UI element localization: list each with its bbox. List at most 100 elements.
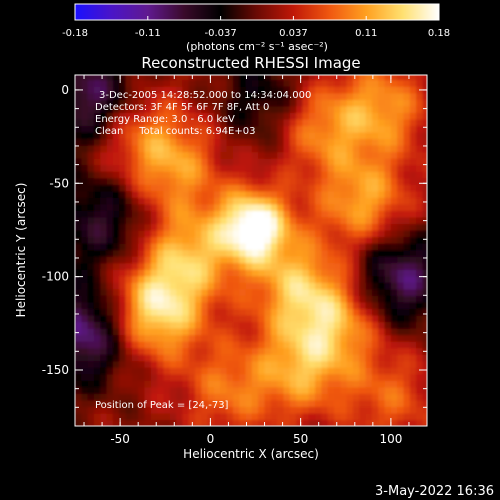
heatmap-cell <box>251 360 259 368</box>
heatmap-cell <box>321 190 329 198</box>
heatmap-cell <box>251 75 259 81</box>
heatmap-cell <box>75 256 82 264</box>
heatmap-cell <box>207 301 215 309</box>
heatmap-cell <box>163 177 171 185</box>
heatmap-cell <box>213 327 221 336</box>
heatmap-cell <box>315 412 322 421</box>
heatmap-cell <box>365 138 373 146</box>
heatmap-cell <box>195 105 202 113</box>
y-tick-label: -150 <box>42 363 69 377</box>
heatmap-cell <box>315 229 322 238</box>
heatmap-cell <box>182 131 190 140</box>
heatmap-cell <box>119 295 127 303</box>
heatmap-cell <box>232 301 240 309</box>
heatmap-cell <box>340 412 348 421</box>
heatmap-cell <box>106 288 114 296</box>
x-axis-label: Heliocentric X (arcsec) <box>183 447 319 461</box>
heatmap-cell <box>403 118 411 127</box>
heatmap-cell <box>384 419 392 426</box>
heatmap-cell <box>226 380 234 388</box>
heatmap-cell <box>403 347 411 355</box>
heatmap-cell <box>403 158 411 166</box>
heatmap-cell <box>176 327 184 336</box>
heatmap-cell <box>308 347 316 355</box>
heatmap-cell <box>365 386 373 394</box>
heatmap-cell <box>365 145 373 153</box>
heatmap-cell <box>207 295 215 303</box>
heatmap-cell <box>346 269 354 277</box>
heatmap-cell <box>371 386 379 394</box>
heatmap-cell <box>201 210 209 218</box>
heatmap-cell <box>81 203 89 211</box>
heatmap-cell <box>163 118 171 127</box>
heatmap-cell <box>384 288 392 296</box>
heatmap-cell <box>144 164 152 172</box>
heatmap-cell <box>131 138 139 146</box>
heatmap-cell <box>226 393 234 401</box>
heatmap-cell <box>232 236 240 244</box>
heatmap-cell <box>277 406 285 414</box>
heatmap-cell <box>232 269 240 277</box>
heatmap-cell <box>390 367 398 375</box>
heatmap-cell <box>144 373 152 381</box>
heatmap-cell <box>81 341 89 349</box>
heatmap-cell <box>296 236 304 244</box>
heatmap-cell <box>321 125 329 133</box>
heatmap-cell <box>201 412 209 421</box>
heatmap-cell <box>422 236 427 244</box>
heatmap-cell <box>352 92 360 100</box>
heatmap-cell <box>169 151 177 159</box>
heatmap-cell <box>390 158 398 166</box>
heatmap-cell <box>131 327 139 336</box>
heatmap-cell <box>302 321 310 329</box>
heatmap-cell <box>176 393 184 401</box>
heatmap-cell <box>327 86 335 94</box>
heatmap-cell <box>397 164 405 172</box>
heatmap-cell <box>384 229 392 238</box>
heatmap-cell <box>416 262 424 270</box>
heatmap-cell <box>87 223 95 231</box>
heatmap-cell <box>409 216 417 225</box>
heatmap-cell <box>390 216 398 225</box>
heatmap-cell <box>163 314 171 323</box>
heatmap-cell <box>359 118 367 127</box>
heatmap-cell <box>106 314 114 323</box>
heatmap-cell <box>371 79 379 87</box>
heatmap-cell <box>232 334 240 342</box>
heatmap-cell <box>169 105 177 113</box>
heatmap-cell <box>352 112 360 120</box>
heatmap-cell <box>188 256 196 264</box>
heatmap-cell <box>213 190 221 198</box>
heatmap-cell <box>258 223 266 231</box>
heatmap-cell <box>327 158 335 166</box>
heatmap-cell <box>346 256 354 264</box>
heatmap-cell <box>93 158 101 166</box>
heatmap-cell <box>365 295 373 303</box>
heatmap-cell <box>403 138 411 146</box>
heatmap-cell <box>334 262 341 270</box>
heatmap-cell <box>359 125 367 133</box>
heatmap-cell <box>422 177 427 185</box>
heatmap-cell <box>163 99 171 107</box>
heatmap-cell <box>308 164 316 172</box>
heatmap-cell <box>352 347 360 355</box>
heatmap-cell <box>251 138 259 146</box>
heatmap-cell <box>334 190 341 198</box>
heatmap-cell <box>188 210 196 218</box>
heatmap-cell <box>384 86 392 94</box>
heatmap-cell <box>245 75 253 81</box>
heatmap-cell <box>397 75 405 81</box>
heatmap-cell <box>100 229 108 238</box>
heatmap-cell <box>100 125 108 133</box>
heatmap-cell <box>378 223 386 231</box>
heatmap-cell <box>131 112 139 120</box>
heatmap-cell <box>75 334 82 342</box>
heatmap-cell <box>163 75 171 81</box>
heatmap-cell <box>403 236 411 244</box>
heatmap-cell <box>119 112 127 120</box>
heatmap-cell <box>232 197 240 205</box>
heatmap-cell <box>264 158 272 166</box>
heatmap-cell <box>403 99 411 107</box>
heatmap-cell <box>416 373 424 381</box>
heatmap-cell <box>106 301 114 309</box>
